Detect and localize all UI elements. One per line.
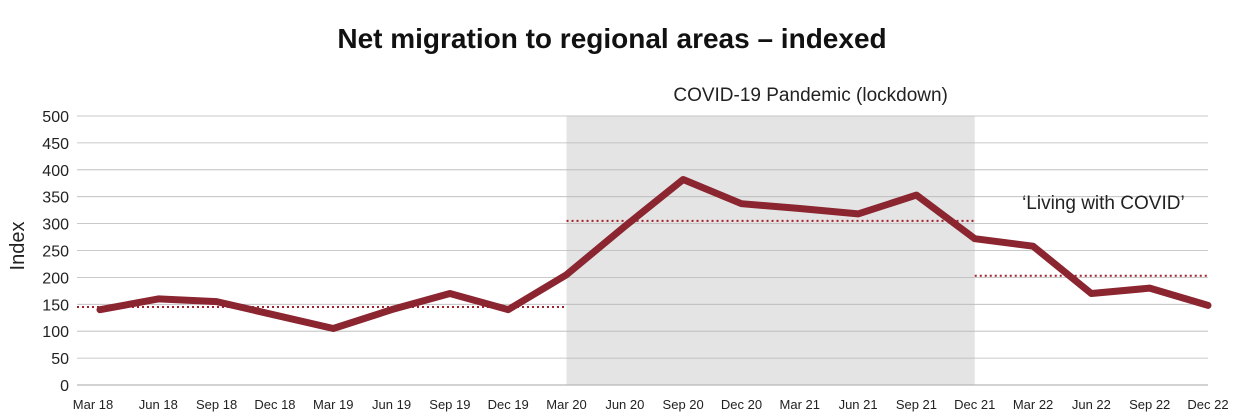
x-tick-label: Jun 22: [1072, 397, 1111, 412]
x-tick-label: Sep 18: [196, 397, 237, 412]
x-axis-ticks: Mar 18 Jun 18 Sep 18 Dec 18 Mar 19 Jun 19 Sep …: [73, 397, 1229, 412]
y-tick-label: 500: [42, 109, 69, 126]
x-tick-label: Dec 22: [1187, 397, 1228, 412]
x-tick-label: Dec 19: [488, 397, 529, 412]
x-tick-label: Sep 20: [663, 397, 704, 412]
x-tick-label: Dec 21: [954, 397, 995, 412]
living-with-covid-label: ‘Living with COVID’: [1022, 193, 1185, 214]
y-axis-label: Index: [7, 222, 29, 271]
gridlines: [77, 115, 1208, 386]
x-tick-label: Sep 21: [896, 397, 937, 412]
x-tick-label: Jun 19: [372, 397, 411, 412]
x-tick-label: Sep 22: [1129, 397, 1170, 412]
y-tick-label: 250: [42, 244, 69, 261]
x-tick-label: Mar 18: [73, 397, 113, 412]
y-tick-label: 350: [42, 190, 69, 207]
x-tick-label: Jun 20: [605, 397, 644, 412]
lockdown-label: COVID-19 Pandemic (lockdown): [673, 85, 948, 106]
x-tick-label: Dec 18: [254, 397, 295, 412]
y-tick-label: 50: [51, 351, 69, 368]
series-line-1: [96, 175, 1212, 333]
x-tick-label: Jun 21: [839, 397, 878, 412]
x-tick-label: Mar 21: [780, 397, 820, 412]
x-tick-label: Jun 18: [139, 397, 178, 412]
y-tick-label: 300: [42, 217, 69, 234]
y-tick-label: 100: [42, 324, 69, 341]
y-tick-label: 0: [60, 378, 69, 395]
x-tick-label: Mar 22: [1013, 397, 1053, 412]
y-tick-label: 150: [42, 297, 69, 314]
x-tick-label: Mar 19: [313, 397, 353, 412]
x-tick-label: Mar 20: [546, 397, 586, 412]
average-lines: [77, 219, 1208, 308]
x-tick-label: Sep 19: [429, 397, 470, 412]
x-tick-label: Dec 20: [721, 397, 762, 412]
chart-title: Net migration to regional areas – indexe…: [337, 23, 886, 54]
y-tick-label: 450: [42, 136, 69, 153]
y-axis-ticks: 0 50 100 150 200 250 300 350 400 450 500: [42, 109, 69, 395]
series-lines: [96, 175, 1212, 333]
y-tick-label: 200: [42, 270, 69, 287]
y-tick-label: 400: [42, 163, 69, 180]
